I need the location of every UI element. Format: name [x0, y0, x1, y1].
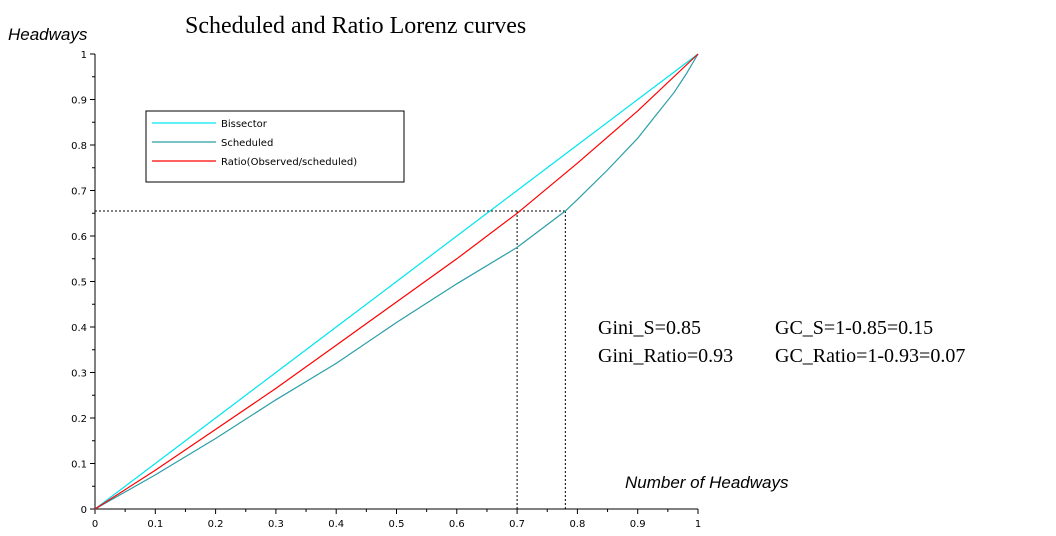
gini-ratio-annotation: Gini_Ratio=0.93 [598, 345, 733, 367]
series-line-bissector [94, 53, 699, 510]
x-tick-label: 0.5 [389, 519, 405, 530]
x-tick-label: 0 [92, 519, 98, 530]
y-tick-label: 0.7 [71, 187, 87, 198]
y-tick-label: 1 [81, 50, 87, 61]
x-tick-label: 0.6 [449, 519, 465, 530]
legend-box [145, 110, 405, 183]
y-axis-label: Headways [8, 25, 88, 44]
y-tick-label: 0.6 [71, 232, 87, 243]
series-line-scheduled [94, 53, 699, 510]
legend-label-bissector: Bissector [221, 119, 268, 130]
legend-label-scheduled: Scheduled [221, 138, 273, 149]
axes: 0 0.1 0.2 0.3 0.4 0.5 0.6 0.7 0.8 0.9 1 0 0.1 0.2 0.3 0… [71, 50, 701, 530]
gc-ratio-annotation: GC_Ratio=1-0.93=0.07 [775, 345, 965, 367]
x-tick-label: 0.4 [328, 519, 344, 530]
y-tick-label: 0.4 [71, 323, 87, 334]
x-tick-label: 0.7 [509, 519, 525, 530]
gc-s-annotation: GC_S=1-0.85=0.15 [775, 317, 933, 339]
reference-lines [95, 210, 566, 509]
series-lines [94, 53, 699, 510]
y-tick-label: 0.2 [71, 414, 87, 425]
y-tick-label: 0 [81, 505, 87, 516]
y-tick-label: 0.1 [71, 460, 87, 471]
x-tick-label: 1 [695, 519, 701, 530]
x-tick-label: 0.2 [208, 519, 224, 530]
y-tick-label: 0.5 [71, 278, 87, 289]
x-axis-label: Number of Headways [625, 473, 789, 492]
legend: Bissector Scheduled Ratio(Observed/schedul… [145, 110, 405, 183]
x-tick-label: 0.8 [569, 519, 585, 530]
y-tick-label: 0.3 [71, 369, 87, 380]
chart-title: Scheduled and Ratio Lorenz curves [185, 13, 526, 39]
annotations: Gini_S=0.85 GC_S=1-0.85=0.15 Gini_Ratio=… [598, 317, 965, 367]
series-line-ratio-observed-scheduled [94, 53, 699, 510]
legend-label-ratio-observed-scheduled: Ratio(Observed/scheduled) [221, 157, 357, 168]
gini-s-annotation: Gini_S=0.85 [598, 317, 701, 339]
y-tick-label: 0.8 [71, 141, 87, 152]
y-tick-label: 0.9 [71, 96, 87, 107]
x-tick-label: 0.3 [268, 519, 284, 530]
x-tick-label: 0.1 [147, 519, 163, 530]
x-tick-label: 0.9 [630, 519, 646, 530]
